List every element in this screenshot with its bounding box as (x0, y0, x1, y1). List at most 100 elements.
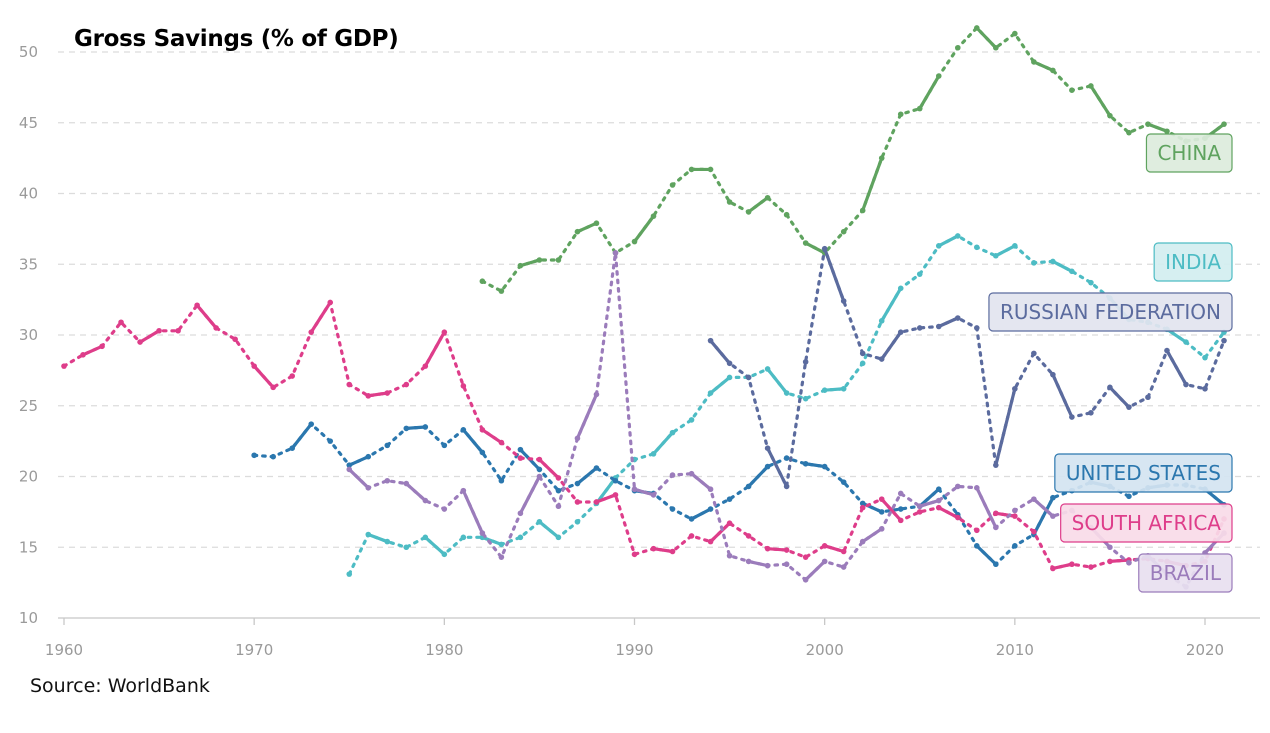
data-point (593, 465, 600, 471)
data-point (213, 325, 219, 331)
data-point (593, 391, 600, 398)
series-segment (766, 367, 789, 395)
series-segment (632, 487, 656, 497)
data-point (783, 547, 790, 553)
data-point (1202, 354, 1208, 361)
end-label-box (1138, 553, 1233, 593)
series-segment (1032, 496, 1055, 537)
data-point (422, 363, 429, 369)
x-tick-label-2000: 2000 (806, 641, 844, 659)
series-segment (804, 559, 827, 582)
data-point (821, 387, 828, 393)
y-axis-tick-labels: 10 15 20 25 30 35 40 45 50 (19, 43, 38, 627)
data-point (840, 479, 847, 485)
series-segment (651, 431, 675, 456)
chart-title: Gross Savings (% of GDP) (74, 26, 399, 52)
data-point (574, 480, 581, 487)
data-point (289, 373, 296, 379)
data-point (650, 545, 657, 552)
series-segment (1165, 348, 1188, 387)
data-point (593, 499, 600, 505)
series-segment (461, 428, 484, 455)
data-point (840, 228, 847, 235)
end-label-text: BRAZIL (1150, 561, 1222, 585)
series-segment (804, 241, 827, 255)
data-point (935, 243, 942, 249)
data-point (1126, 404, 1132, 410)
data-point (1050, 565, 1056, 572)
data-point (555, 503, 562, 510)
data-point (707, 390, 714, 396)
data-point (993, 524, 999, 531)
data-point (802, 576, 809, 583)
series-segment (766, 446, 789, 489)
data-point (1050, 513, 1056, 519)
data-point (1031, 260, 1037, 266)
series-line (480, 26, 1226, 293)
data-point (479, 427, 486, 433)
series-segment (937, 234, 960, 248)
series-segment (1051, 373, 1074, 419)
data-point (346, 466, 353, 473)
data-point (80, 352, 86, 358)
data-point (517, 510, 524, 517)
series-segment (1108, 385, 1131, 409)
data-point (726, 496, 733, 502)
data-point (1145, 394, 1151, 401)
data-point (878, 526, 885, 532)
series-segment (823, 544, 846, 554)
data-point (422, 497, 429, 504)
data-point (536, 456, 543, 463)
series-segment (918, 487, 941, 508)
data-point (365, 485, 372, 491)
data-point (460, 383, 467, 389)
data-point (688, 166, 695, 173)
data-point (346, 381, 353, 388)
data-point (1050, 371, 1056, 378)
data-point (1012, 507, 1018, 514)
data-point (498, 439, 505, 446)
data-point (555, 257, 562, 263)
y-tick-label-45: 45 (19, 114, 38, 132)
series-china (479, 25, 1227, 294)
data-point (498, 541, 505, 548)
y-tick-label-25: 25 (19, 397, 38, 415)
data-point (441, 329, 448, 335)
data-point (783, 211, 790, 218)
series-line (62, 300, 1226, 571)
series-segment (689, 507, 713, 521)
data-point (498, 477, 505, 484)
x-tick-label-1970: 1970 (235, 641, 273, 659)
data-point (745, 558, 752, 565)
series-segment (994, 511, 1017, 518)
data-point (897, 490, 904, 497)
data-point (403, 381, 410, 388)
end-label-box (1060, 503, 1233, 543)
data-point (536, 518, 543, 525)
end-label-box (1145, 133, 1233, 173)
data-point (974, 325, 980, 331)
data-point (916, 503, 923, 510)
data-point (974, 543, 980, 549)
data-point (821, 543, 828, 549)
end-label-text: RUSSIAN FEDERATION (1000, 300, 1221, 324)
series-segment (347, 455, 370, 467)
data-point (993, 561, 999, 568)
data-point (612, 492, 619, 498)
data-point (289, 445, 296, 452)
data-point (802, 460, 809, 467)
data-point (821, 245, 828, 252)
data-point (384, 538, 391, 545)
x-tick-label-1990: 1990 (615, 641, 653, 659)
data-point (61, 363, 67, 369)
data-point (422, 424, 429, 430)
series-segment (708, 521, 732, 544)
data-point (1012, 30, 1018, 37)
data-point (916, 105, 923, 112)
data-point (974, 244, 980, 251)
end-label-text: INDIA (1165, 250, 1221, 274)
data-point (897, 285, 904, 292)
y-tick-label-35: 35 (19, 255, 38, 273)
data-point (137, 339, 143, 345)
data-point (954, 514, 961, 521)
